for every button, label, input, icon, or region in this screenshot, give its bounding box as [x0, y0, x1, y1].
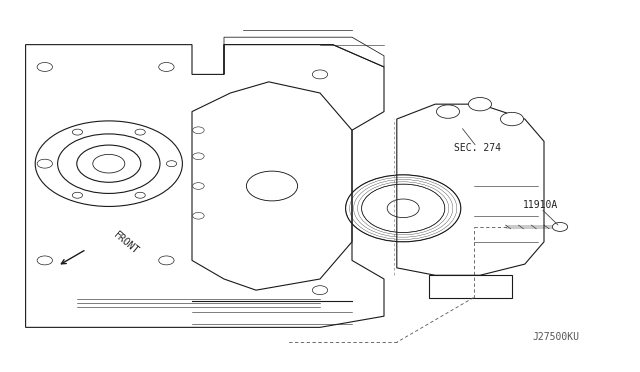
Circle shape [37, 256, 52, 265]
Circle shape [552, 222, 568, 231]
Text: SEC. 274: SEC. 274 [454, 142, 501, 153]
Circle shape [312, 286, 328, 295]
Circle shape [135, 129, 145, 135]
Text: FRONT: FRONT [112, 230, 141, 257]
Circle shape [166, 161, 177, 167]
Circle shape [193, 127, 204, 134]
Circle shape [135, 192, 145, 198]
Text: 11910A: 11910A [523, 200, 559, 210]
Circle shape [72, 192, 83, 198]
Circle shape [500, 112, 524, 126]
Text: J27500KU: J27500KU [532, 332, 579, 342]
Circle shape [37, 159, 52, 168]
Circle shape [41, 161, 51, 167]
Circle shape [312, 70, 328, 79]
Circle shape [193, 183, 204, 189]
Circle shape [436, 105, 460, 118]
Circle shape [37, 62, 52, 71]
Circle shape [159, 256, 174, 265]
Circle shape [159, 62, 174, 71]
Circle shape [72, 129, 83, 135]
Circle shape [193, 212, 204, 219]
Circle shape [193, 153, 204, 160]
Circle shape [468, 97, 492, 111]
